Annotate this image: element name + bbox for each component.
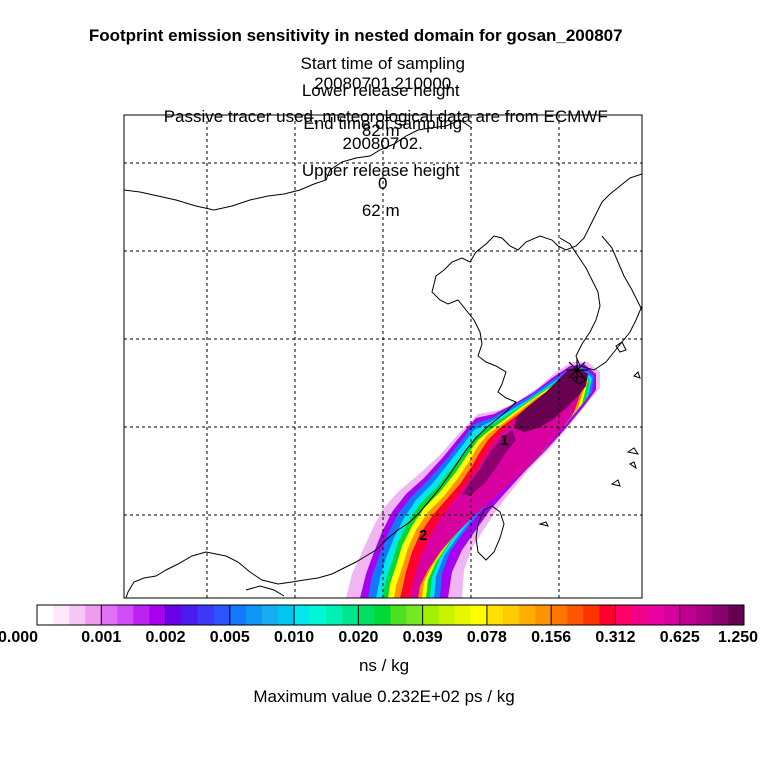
plume-core-dark xyxy=(462,430,516,496)
colorbar-cell xyxy=(631,605,648,625)
colorbar-cell xyxy=(117,605,134,625)
colorbar-tick-label: 0.005 xyxy=(209,629,250,646)
colorbar-cell xyxy=(358,605,375,625)
colorbar-cell xyxy=(535,605,552,625)
colorbar-cell xyxy=(519,605,536,625)
colorbar-tick-label: 0.078 xyxy=(466,629,507,646)
colorbar-cell xyxy=(37,605,54,625)
colorbar-cell xyxy=(133,605,150,625)
colorbar-cell xyxy=(229,605,247,625)
island-shandong-tip xyxy=(615,341,627,353)
end-value: 20080702. xyxy=(342,134,423,153)
colorbar-cell xyxy=(679,605,697,625)
colorbar-units-text: ns / kg xyxy=(358,656,410,675)
colorbar-cell xyxy=(390,605,407,625)
lower-label: Lower release height xyxy=(301,81,460,100)
colorbar-units: ns / kg xyxy=(0,656,768,676)
colorbar-tick-label: 0.156 xyxy=(531,629,572,646)
coastlines xyxy=(124,119,642,598)
colorbar-cell xyxy=(278,605,295,625)
colorbar-tick-label: 0.625 xyxy=(659,629,700,646)
lower-value: 82 m xyxy=(361,121,400,140)
colorbar-tick-label: 0.000 xyxy=(0,629,39,646)
colorbar-cell xyxy=(567,605,584,625)
islands-ryukyu-1 xyxy=(633,371,641,379)
coastline-north-border xyxy=(124,119,473,211)
colorbar-tick-label: 1.250 xyxy=(717,629,759,646)
max-value: 0.232E+02 ps / kg xyxy=(377,687,515,706)
colorbar-tick-label: 0.020 xyxy=(338,629,379,646)
maximum-value: Maximum value 0.232E+02 ps / kg xyxy=(0,687,768,707)
colorbar-cells xyxy=(36,605,745,625)
islands-ryukyu-3 xyxy=(610,479,621,487)
colorbar-tick-label: 0.010 xyxy=(274,629,315,646)
plot-title: Footprint emission sensitivity in nested… xyxy=(0,6,735,46)
colorbar-cell xyxy=(615,605,632,625)
plume-layer-magenta xyxy=(410,378,584,598)
plume-layer-dark xyxy=(514,366,588,432)
islands-ryukyu-5 xyxy=(538,521,549,527)
islands-ryukyu-4 xyxy=(629,461,637,470)
colorbar-cell xyxy=(149,605,166,625)
max-label: Maximum value xyxy=(253,687,373,706)
upper-value: 62 m xyxy=(361,201,400,220)
colorbar-cell xyxy=(85,605,102,625)
colorbar-cell xyxy=(101,605,118,625)
colorbar-cell xyxy=(69,605,86,625)
coastline-china-east xyxy=(125,173,642,598)
tracer-note: Passive tracer used, meteorological data… xyxy=(0,87,765,127)
coastline-korea-east xyxy=(601,235,642,311)
lat-lon-grid xyxy=(124,115,642,598)
colorbar-cell xyxy=(374,605,391,625)
time-marker-2: 2 xyxy=(419,527,427,544)
map-frame xyxy=(123,114,643,599)
map-content: 1 2 xyxy=(124,115,642,598)
end-label: End time of sampling xyxy=(303,114,463,133)
colorbar-cell xyxy=(711,605,729,625)
colorbar-tick-label: 0.002 xyxy=(145,629,186,646)
colorbar-cell xyxy=(165,605,182,625)
colorbar-cell xyxy=(486,605,504,625)
colorbar-cell xyxy=(53,605,70,625)
colorbar-cell xyxy=(727,605,745,625)
coastline-taiwan xyxy=(475,505,505,561)
islands-ryukyu-2 xyxy=(626,447,640,455)
colorbar-cell xyxy=(197,605,215,625)
colorbar-cell xyxy=(213,605,231,625)
colorbar-tick-label: 0.312 xyxy=(595,629,636,646)
colorbar-cell xyxy=(583,605,600,625)
colorbar-cell xyxy=(342,605,359,625)
plot-title-text: Footprint emission sensitivity in nested… xyxy=(88,26,623,45)
colorbar-cell xyxy=(245,605,263,625)
island-hainan-edge xyxy=(245,585,285,597)
colorbar-cell xyxy=(438,605,456,625)
colorbar-cell xyxy=(551,605,568,625)
colorbar-cell xyxy=(406,605,423,625)
start-value: 20080701.210000 xyxy=(314,74,452,93)
colorbar-cell xyxy=(310,605,327,625)
colorbar-cell xyxy=(181,605,198,625)
colorbar-cell xyxy=(422,605,440,625)
colorbar-cell xyxy=(502,605,520,625)
colorbar-cell xyxy=(294,605,311,625)
tracer-note-text: Passive tracer used, meteorological data… xyxy=(163,107,608,126)
time-marker-1: 1 xyxy=(500,432,508,449)
colorbar-cell xyxy=(695,605,713,625)
start-label: Start time of sampling xyxy=(300,54,465,73)
colorbar-tick-label: 0.039 xyxy=(402,629,443,646)
colorbar-cell xyxy=(599,605,616,625)
receptor-star-icon xyxy=(566,359,588,381)
colorbar-cell xyxy=(261,605,279,625)
colorbar-cell xyxy=(454,605,472,625)
colorbar-cell xyxy=(470,605,488,625)
colorbar-frame xyxy=(36,604,745,626)
release-height-line: Lower release height 82 m Upper release … xyxy=(0,61,760,221)
colorbar-cell xyxy=(647,605,664,625)
colorbar-tick-label: 0.001 xyxy=(81,629,122,646)
colorbar-cell xyxy=(326,605,343,625)
colorbar-cell xyxy=(663,605,681,625)
